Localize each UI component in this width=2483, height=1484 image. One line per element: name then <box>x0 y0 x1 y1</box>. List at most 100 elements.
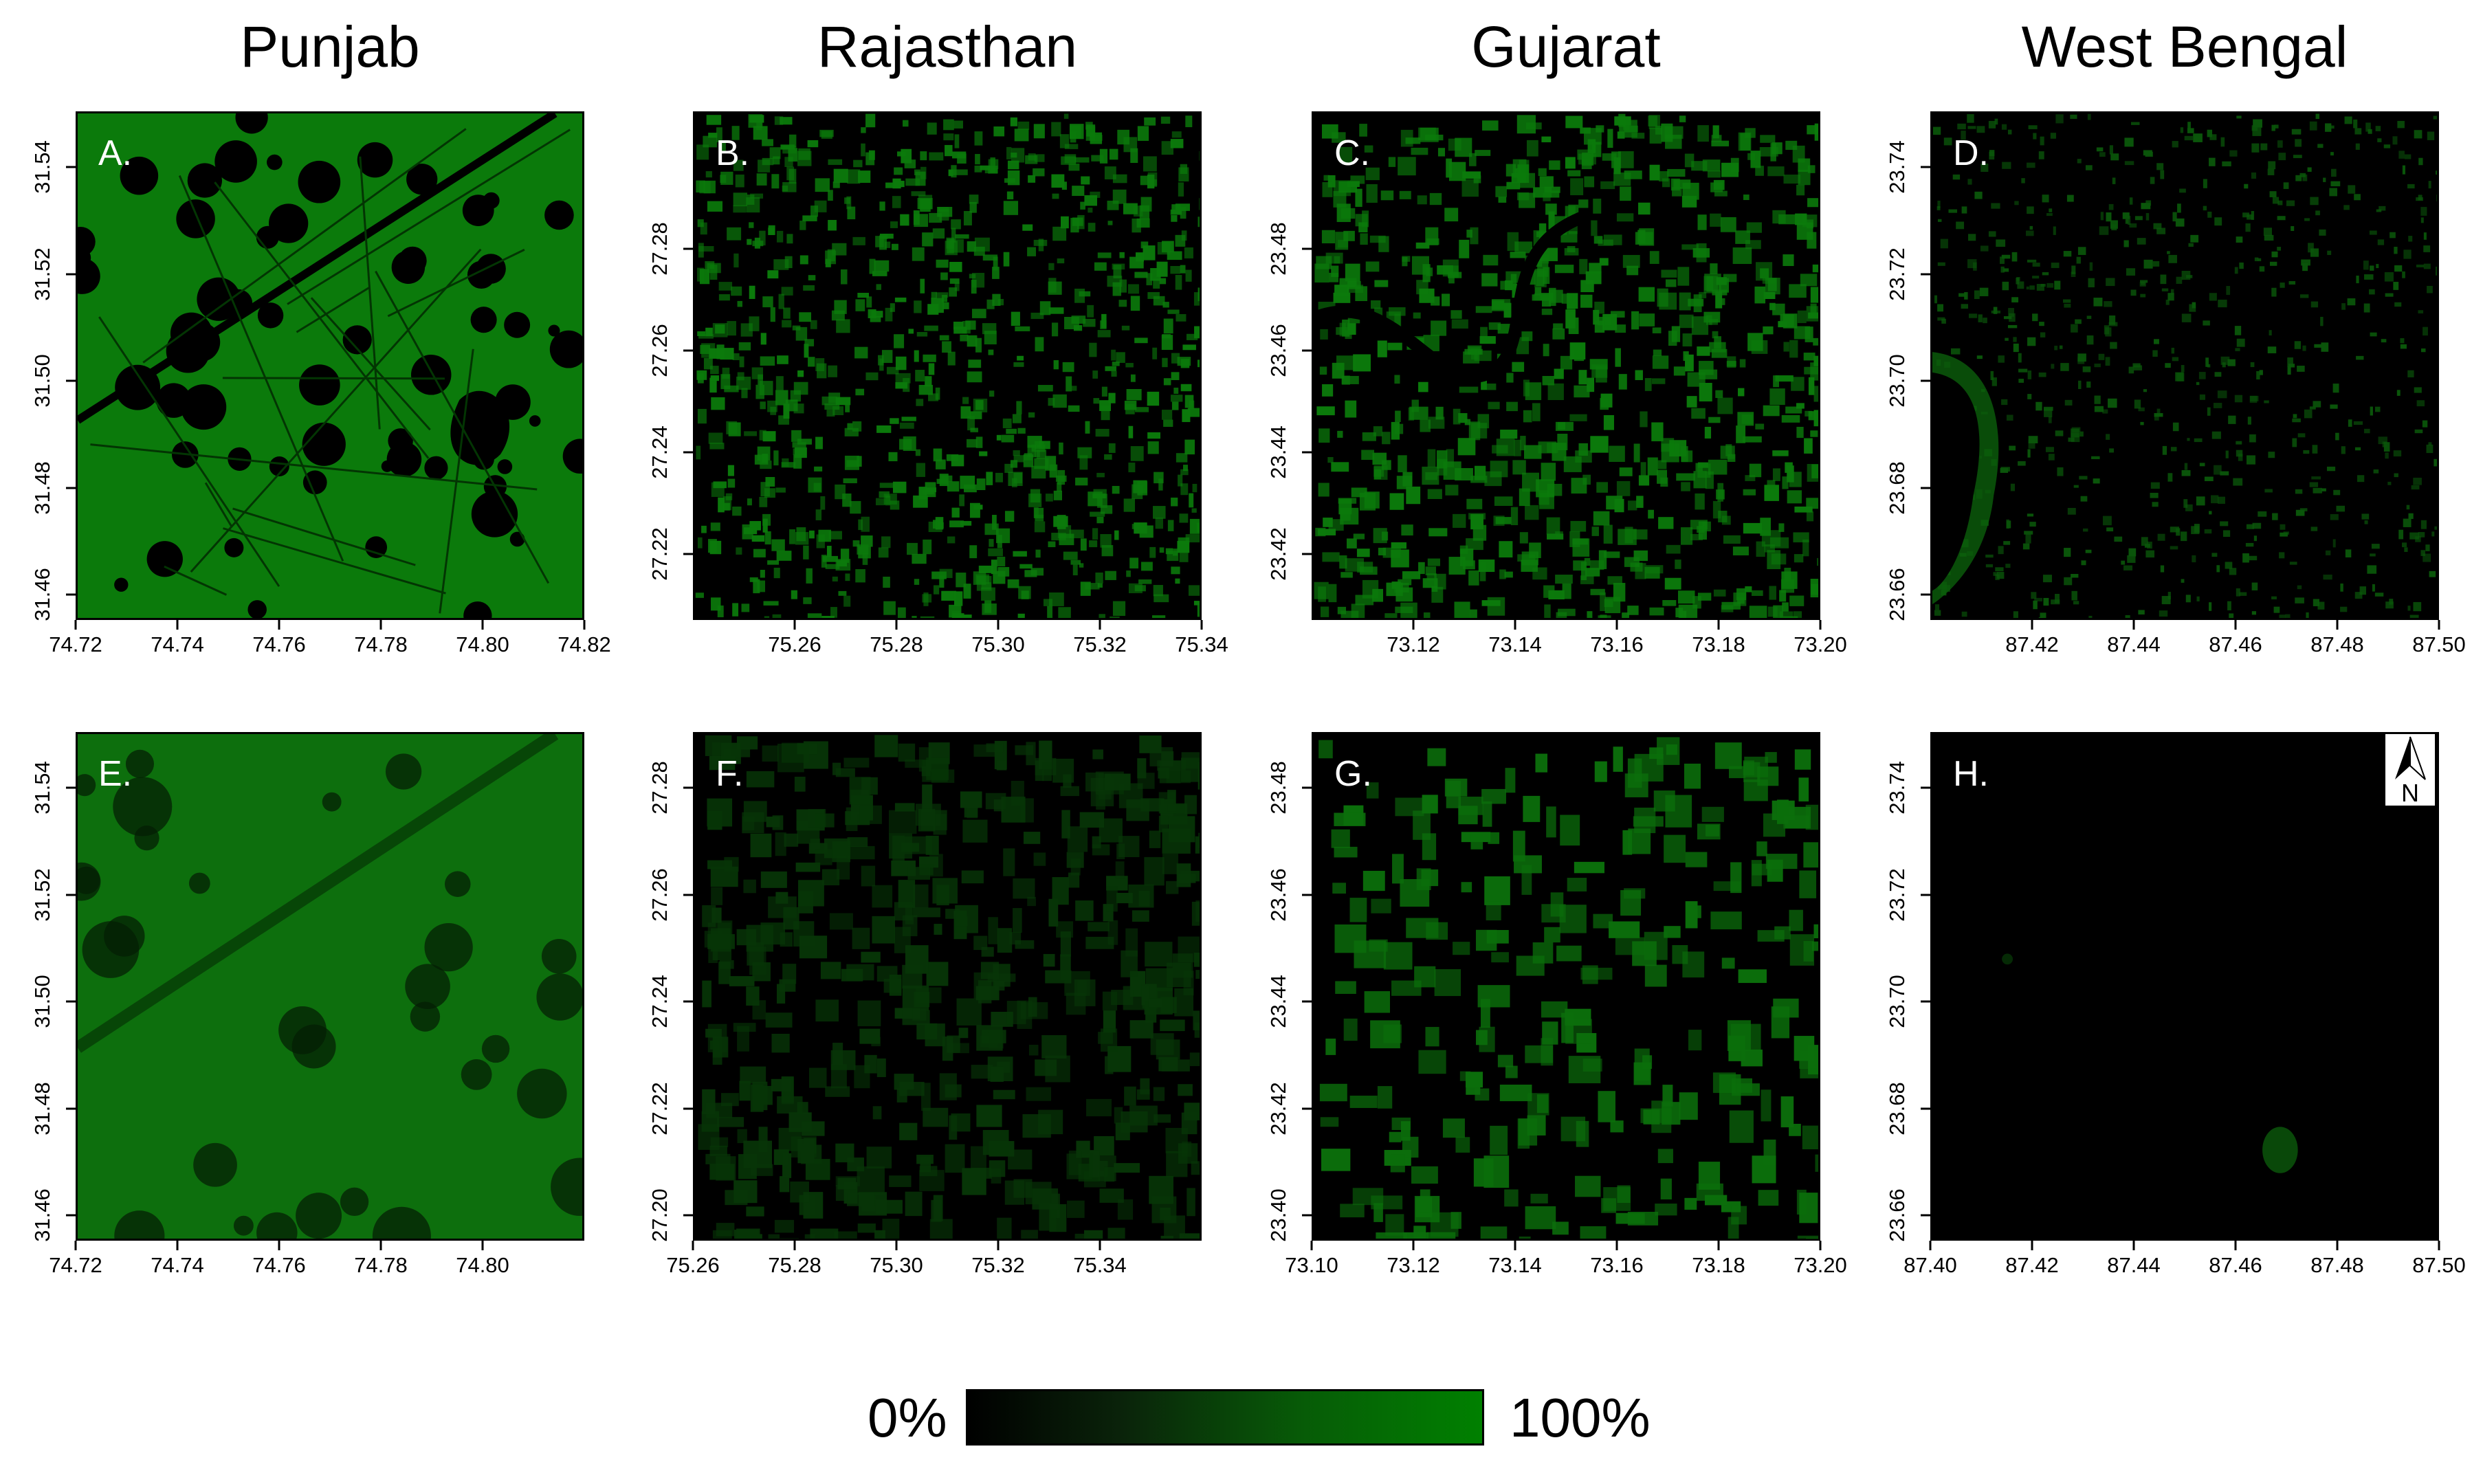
x-tick-mark-0-1-3 <box>1099 620 1101 630</box>
x-tick-label-0-2-3: 73.18 <box>1692 632 1745 656</box>
panel-letter-1-3: H. <box>1953 754 1989 794</box>
x-tick-label-1-3-0: 87.40 <box>1903 1253 1957 1277</box>
x-tick-mark-1-2-3 <box>1615 1241 1618 1250</box>
legend-max-label: 100% <box>1510 1387 1651 1448</box>
column-title-3: West Bengal <box>2021 14 2348 79</box>
map-panel-1-3: H. <box>1930 732 2439 1241</box>
y-tick-mark-1-1-4 <box>683 786 693 789</box>
map-panel-1-2: G. <box>1312 732 1820 1241</box>
y-tick-mark-1-3-4 <box>1921 786 1930 789</box>
y-tick-label-1-2-3: 23.46 <box>1266 868 1290 922</box>
y-tick-label-1-1-2: 27.24 <box>648 975 672 1028</box>
y-tick-label-0-0-1: 31.48 <box>30 461 54 515</box>
map-raster-1-3 <box>1932 734 2437 1239</box>
x-tick-label-1-3-4: 87.48 <box>2310 1253 2364 1277</box>
map-panel-0-2: C. <box>1312 111 1820 620</box>
y-tick-mark-0-3-3 <box>1921 273 1930 276</box>
y-tick-mark-1-2-1 <box>1302 1107 1312 1110</box>
y-tick-label-1-3-1: 23.68 <box>1885 1081 1909 1136</box>
y-tick-label-1-3-4: 23.74 <box>1885 761 1909 815</box>
y-tick-label-1-0-0: 31.46 <box>30 1188 54 1242</box>
panel-letter-1-2: G. <box>1334 754 1372 794</box>
x-tick-label-1-0-1: 74.74 <box>151 1253 204 1277</box>
x-tick-label-0-1-3: 75.32 <box>1073 632 1127 656</box>
y-tick-label-1-3-2: 23.70 <box>1885 975 1909 1028</box>
y-tick-mark-0-1-0 <box>683 553 693 555</box>
y-tick-label-1-3-0: 23.66 <box>1885 1188 1909 1242</box>
x-tick-mark-0-2-4 <box>1819 620 1822 630</box>
column-title-0: Punjab <box>240 14 420 79</box>
x-tick-mark-1-3-1 <box>2031 1241 2033 1250</box>
x-tick-label-0-3-4: 87.50 <box>2412 632 2466 656</box>
y-tick-mark-1-3-2 <box>1921 1000 1930 1003</box>
y-tick-mark-1-2-3 <box>1302 894 1312 896</box>
y-tick-label-0-0-4: 31.54 <box>30 140 54 195</box>
x-tick-mark-0-1-2 <box>997 620 1000 630</box>
x-tick-label-1-2-3: 73.16 <box>1590 1253 1644 1277</box>
y-tick-label-0-1-3: 27.28 <box>648 222 672 276</box>
y-tick-mark-1-0-0 <box>66 1214 76 1217</box>
y-tick-mark-0-0-4 <box>66 166 76 168</box>
map-panel-1-0: E. <box>76 732 584 1241</box>
y-tick-label-1-2-4: 23.48 <box>1266 761 1290 815</box>
y-tick-mark-1-0-1 <box>66 1107 76 1110</box>
y-tick-label-1-2-1: 23.42 <box>1266 1081 1290 1136</box>
y-tick-mark-1-3-3 <box>1921 894 1930 896</box>
x-tick-mark-1-3-4 <box>2336 1241 2339 1250</box>
y-tick-label-0-2-0: 23.42 <box>1266 527 1290 581</box>
y-tick-label-1-0-1: 31.48 <box>30 1081 54 1136</box>
y-tick-label-0-0-2: 31.50 <box>30 354 54 408</box>
legend-colorbar <box>966 1389 1484 1446</box>
y-tick-label-0-2-3: 23.48 <box>1266 222 1290 276</box>
y-tick-label-0-1-2: 27.26 <box>648 324 672 377</box>
panel-letter-0-1: B. <box>716 133 750 173</box>
x-tick-mark-1-0-0 <box>74 1241 77 1250</box>
y-tick-label-1-1-1: 27.22 <box>648 1081 672 1136</box>
x-tick-label-0-3-3: 87.48 <box>2310 632 2364 656</box>
x-tick-label-1-2-2: 73.14 <box>1488 1253 1542 1277</box>
panel-letter-0-3: D. <box>1953 133 1989 173</box>
x-tick-mark-0-2-1 <box>1514 620 1516 630</box>
north-label: N <box>2401 779 2419 807</box>
y-tick-mark-0-2-0 <box>1302 553 1312 555</box>
y-tick-label-0-2-1: 23.44 <box>1266 425 1290 479</box>
x-tick-mark-1-0-3 <box>379 1241 382 1250</box>
x-tick-mark-1-0-2 <box>278 1241 280 1250</box>
x-tick-label-0-1-1: 75.28 <box>870 632 923 656</box>
x-tick-mark-0-1-0 <box>793 620 796 630</box>
x-tick-label-1-0-2: 74.76 <box>252 1253 306 1277</box>
map-raster-0-3 <box>1932 113 2437 618</box>
x-tick-mark-0-3-2 <box>2234 620 2237 630</box>
y-tick-mark-1-1-2 <box>683 1000 693 1003</box>
x-tick-label-1-1-1: 75.28 <box>768 1253 821 1277</box>
map-raster-0-0 <box>78 113 582 618</box>
panel-letter-1-1: F. <box>716 754 744 794</box>
map-raster-0-2 <box>1314 113 1818 618</box>
y-tick-mark-0-0-2 <box>66 379 76 382</box>
x-tick-label-0-0-2: 74.76 <box>252 632 306 656</box>
y-tick-mark-1-2-4 <box>1302 786 1312 789</box>
y-tick-label-1-0-4: 31.54 <box>30 761 54 815</box>
x-tick-label-1-1-3: 75.32 <box>971 1253 1025 1277</box>
x-tick-mark-0-3-0 <box>2031 620 2033 630</box>
x-tick-label-1-2-1: 73.12 <box>1387 1253 1440 1277</box>
y-tick-label-1-1-0: 27.20 <box>648 1188 672 1242</box>
y-tick-label-1-2-2: 23.44 <box>1266 975 1290 1028</box>
y-tick-label-0-3-4: 23.74 <box>1885 140 1909 195</box>
y-tick-mark-1-0-3 <box>66 894 76 896</box>
x-tick-mark-0-0-2 <box>278 620 280 630</box>
y-tick-mark-0-3-1 <box>1921 487 1930 489</box>
y-tick-mark-1-1-3 <box>683 894 693 896</box>
x-tick-label-1-2-4: 73.18 <box>1692 1253 1745 1277</box>
x-tick-mark-1-2-4 <box>1717 1241 1720 1250</box>
y-tick-label-0-3-2: 23.70 <box>1885 354 1909 408</box>
x-tick-mark-0-0-5 <box>583 620 586 630</box>
y-tick-mark-0-1-3 <box>683 247 693 250</box>
x-tick-mark-1-3-5 <box>2438 1241 2440 1250</box>
legend-min-label: 0% <box>868 1387 947 1448</box>
x-tick-label-0-1-4: 75.34 <box>1175 632 1228 656</box>
x-tick-label-1-2-0: 73.10 <box>1285 1253 1338 1277</box>
y-tick-mark-1-2-2 <box>1302 1000 1312 1003</box>
y-tick-mark-0-3-4 <box>1921 166 1930 168</box>
x-tick-label-0-3-2: 87.46 <box>2209 632 2262 656</box>
